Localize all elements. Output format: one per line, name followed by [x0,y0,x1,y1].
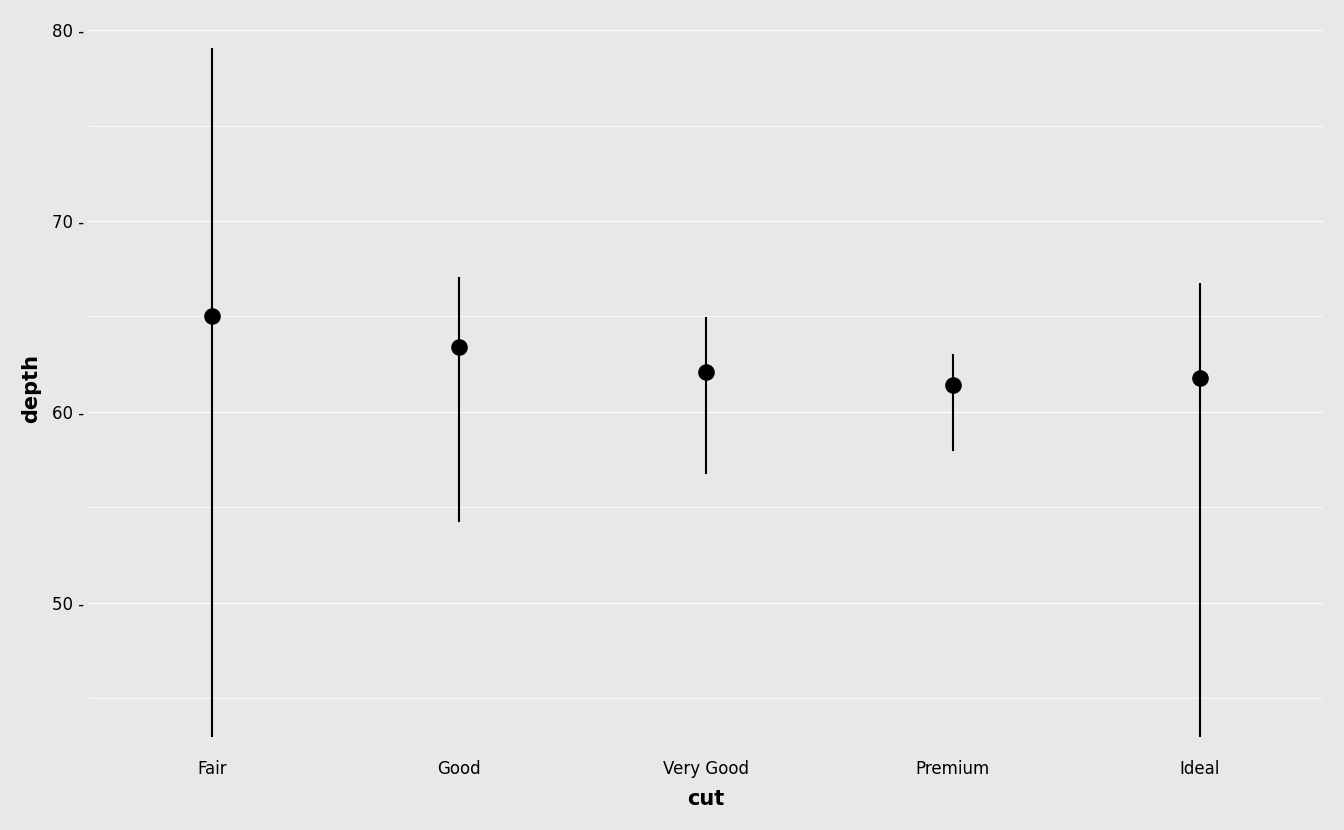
Point [449,340,470,354]
Point [1189,371,1211,384]
Point [202,310,223,323]
Point [695,365,716,378]
X-axis label: cut: cut [687,789,724,809]
Point [942,378,964,392]
Y-axis label: depth: depth [22,354,40,422]
